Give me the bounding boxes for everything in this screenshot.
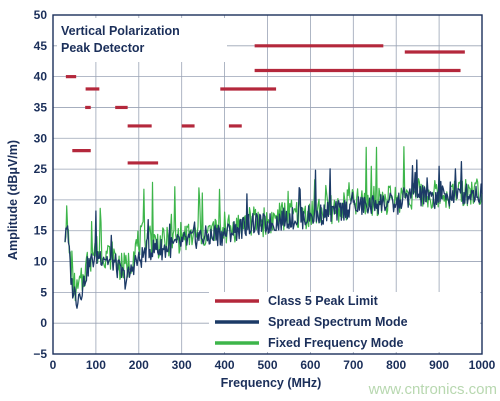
y-tick-label-15: 15: [34, 224, 48, 238]
y-tick-label-5: 5: [40, 285, 47, 299]
y-tick-label-10: 10: [34, 255, 48, 269]
x-tick-label-0: 0: [50, 358, 57, 372]
x-tick-label-400: 400: [215, 358, 235, 372]
x-tick-label-100: 100: [86, 358, 106, 372]
x-axis-title: Frequency (MHz): [221, 376, 322, 390]
x-tick-label-800: 800: [386, 358, 406, 372]
legend-label-2: Spread Spectrum Mode: [268, 315, 408, 329]
y-tick-label-0: 0: [40, 316, 47, 330]
series-spread-spectrum-mode: [64, 159, 483, 309]
y-tick-label-50: 50: [34, 8, 48, 22]
y-tick-label-40: 40: [34, 70, 48, 84]
x-tick-label-300: 300: [172, 358, 192, 372]
x-tick-label-600: 600: [300, 358, 320, 372]
y-tick-label-45: 45: [34, 39, 48, 53]
x-tick-label-200: 200: [129, 358, 149, 372]
y-tick-label-30: 30: [34, 131, 48, 145]
y-axis-title: Amplitude (dBμV/m): [6, 140, 20, 260]
x-tick-label-1000: 1000: [469, 358, 496, 372]
y-tick-label--5: −5: [33, 347, 47, 361]
x-tick-label-700: 700: [343, 358, 363, 372]
watermark-text: www.cntronics.com: [368, 381, 497, 398]
series-layer: [64, 44, 483, 309]
inset-title-background: [57, 18, 227, 62]
inset-title-line-1: Vertical Polarization: [61, 24, 180, 38]
tick-labels: 0 100 200 300 400 500 600 700 800 900 1000−5051015…: [33, 8, 495, 372]
plot-border: [52, 14, 483, 355]
x-tick-label-500: 500: [257, 358, 277, 372]
legend-label-1: Class 5 Peak Limit: [268, 294, 379, 308]
plot-frame: [52, 14, 483, 355]
legend-label-3: Fixed Frequency Mode: [268, 336, 403, 350]
x-tick-label-900: 900: [429, 358, 449, 372]
inset-title-line-2: Peak Detector: [61, 41, 145, 55]
y-tick-label-25: 25: [34, 162, 48, 176]
y-tick-label-20: 20: [34, 193, 48, 207]
inset-title: Vertical Polarization Peak Detector: [57, 18, 227, 62]
legend: Class 5 Peak Limit Spread Spectrum Mode Fi…: [209, 292, 480, 352]
y-tick-label-35: 35: [34, 100, 48, 114]
